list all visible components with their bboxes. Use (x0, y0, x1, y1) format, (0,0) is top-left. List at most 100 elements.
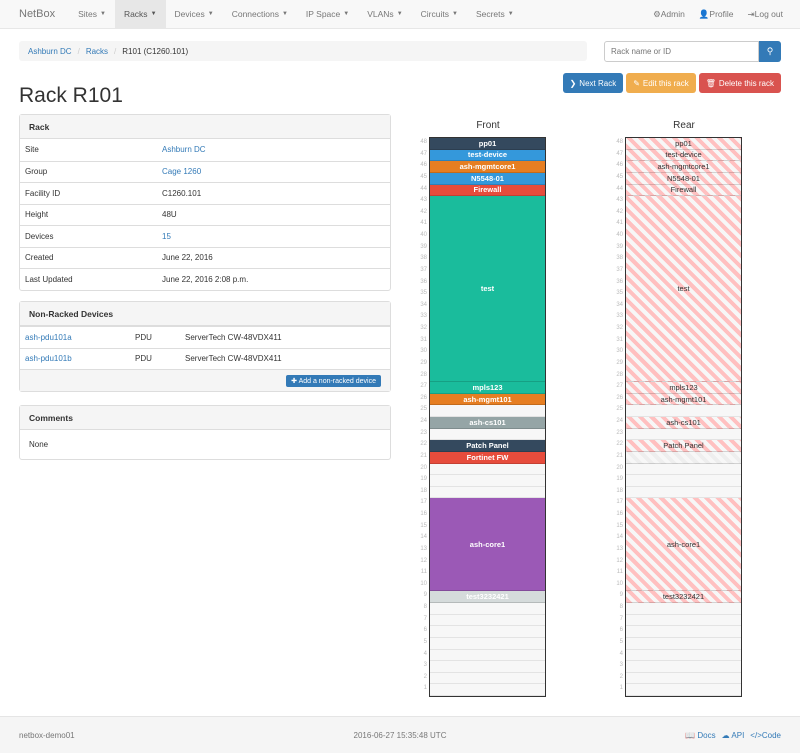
attr-key: Last Updated (25, 274, 73, 284)
device-role: PDU (135, 354, 152, 364)
rack-unit[interactable] (626, 429, 741, 441)
unit-number: 43 (420, 197, 427, 204)
unit-number: 44 (420, 185, 427, 192)
rack-unit[interactable] (430, 650, 545, 662)
unit-number: 17 (616, 499, 623, 506)
device-link[interactable]: ash-pdu101b (25, 354, 72, 364)
rack-device[interactable]: test3232421 (430, 591, 545, 603)
nav-racks[interactable]: Racks ▼ (114, 0, 166, 29)
rack-device[interactable]: test (430, 196, 545, 383)
unit-number: 15 (616, 522, 623, 529)
code-link[interactable]: </>Code (750, 730, 781, 740)
breadcrumb-site[interactable]: Ashburn DC (28, 46, 72, 56)
rack-device[interactable]: ash-mgmt101 (430, 393, 545, 406)
rack-device[interactable]: test-device (430, 149, 545, 162)
rack-unit[interactable] (430, 638, 545, 650)
search-input[interactable] (604, 41, 759, 62)
breadcrumb-racks[interactable]: Racks (85, 46, 109, 56)
rack-device[interactable]: Fortinet FW (430, 451, 545, 464)
rack-device[interactable]: Firewall (626, 184, 741, 197)
attr-key: Height (25, 210, 49, 220)
rack-device[interactable]: test-device (626, 149, 741, 162)
docs-link[interactable]: 📖 Docs (685, 730, 716, 740)
nav-ip-space[interactable]: IP Space ▼ (297, 0, 358, 29)
rack-device[interactable]: pp01 (626, 138, 741, 150)
rack-device[interactable]: ash-cs101 (430, 417, 545, 429)
rack-unit[interactable] (626, 684, 741, 696)
rack-device[interactable]: ash-mgmtcore1 (626, 161, 741, 173)
nav-vlans[interactable]: VLANs ▼ (358, 0, 411, 29)
rack-unit[interactable] (430, 684, 545, 696)
rack-device[interactable]: test3232421 (626, 591, 741, 603)
comments-heading: Comments (20, 406, 390, 430)
delete-rack-button[interactable]: 🗑 Delete this rack (698, 73, 781, 93)
unit-number: 47 (616, 150, 623, 157)
rack-unit[interactable] (626, 650, 741, 662)
nav-admin[interactable]: ⚙ Admin (646, 0, 692, 29)
nav-circuits[interactable]: Circuits ▼ (412, 0, 467, 29)
nav-sites[interactable]: Sites ▼ (69, 0, 115, 29)
rack-device[interactable]: N5548-01 (626, 172, 741, 185)
attr-value[interactable]: 15 (162, 231, 171, 241)
rack-device[interactable]: ash-core1 (626, 498, 741, 592)
api-link[interactable]: ☁ API (721, 730, 745, 740)
attr-value: June 22, 2016 2:08 p.m. (162, 274, 249, 284)
unit-number: 16 (616, 511, 623, 517)
unit-number: 18 (420, 487, 427, 494)
nav-log-out[interactable]: ⇥ Log out (741, 0, 791, 29)
rack-unit[interactable] (626, 661, 741, 673)
rack-unit[interactable] (626, 638, 741, 650)
rack-device[interactable]: Firewall (430, 184, 545, 197)
device-role: PDU (135, 332, 152, 342)
front-label: Front (476, 120, 500, 131)
rack-unit[interactable] (626, 673, 741, 685)
nav-devices[interactable]: Devices ▼ (166, 0, 223, 29)
rack-unit[interactable] (430, 603, 545, 615)
rack-device[interactable]: N5548-01 (430, 172, 545, 185)
rack-unit[interactable] (626, 615, 741, 627)
rack-unit[interactable] (430, 464, 545, 476)
rack-unit[interactable] (626, 626, 741, 638)
edit-rack-button[interactable]: ✎ Edit this rack (626, 73, 696, 93)
rack-unit[interactable] (626, 487, 741, 499)
rack-device[interactable]: ash-mgmtcore1 (430, 161, 545, 173)
rack-device[interactable]: ash-mgmt101 (626, 393, 741, 406)
rack-unit[interactable] (626, 464, 741, 476)
unit-number: 25 (616, 406, 623, 413)
rack-unit[interactable] (430, 626, 545, 638)
next-rack-button[interactable]: ❯ Next Rack (562, 73, 624, 93)
caret-down-icon: ▼ (451, 11, 458, 17)
rack-unit[interactable] (430, 615, 545, 627)
rack-device[interactable]: mpls123 (626, 382, 741, 394)
nav-label: Admin (660, 9, 685, 19)
attr-value[interactable]: Ashburn DC (162, 145, 206, 155)
rack-device[interactable]: Patch Panel (430, 440, 545, 452)
footer: netbox-demo01 2016-06-27 15:35:48 UTC 📖 … (0, 716, 800, 753)
unit-number: 40 (616, 232, 623, 238)
rack-device[interactable]: Patch Panel (626, 440, 741, 452)
rack-unit[interactable] (626, 603, 741, 615)
rack-unit[interactable] (430, 673, 545, 685)
rack-unit[interactable] (626, 475, 741, 487)
caret-down-icon: ▼ (99, 11, 106, 17)
rack-unit[interactable] (626, 405, 741, 417)
rack-device[interactable]: ash-cs101 (626, 417, 741, 429)
brand-logo[interactable]: NetBox (19, 8, 56, 20)
rack-unit[interactable] (430, 475, 545, 487)
rack-device[interactable]: test (626, 196, 741, 383)
rack-device[interactable]: pp01 (430, 138, 545, 150)
nav-secrets[interactable]: Secrets ▼ (467, 0, 523, 29)
rack-unit[interactable] (430, 661, 545, 673)
nav-profile[interactable]: 👤 Profile (692, 0, 741, 29)
rack-device[interactable]: ash-core1 (430, 498, 545, 592)
add-non-racked-button[interactable]: ✚ Add a non-racked device (286, 374, 381, 387)
rack-unit[interactable] (430, 405, 545, 417)
device-link[interactable]: ash-pdu101a (25, 332, 72, 342)
nav-connections[interactable]: Connections ▼ (223, 0, 297, 29)
rack-unit[interactable] (430, 487, 545, 499)
attr-value[interactable]: Cage 1260 (162, 167, 202, 177)
unit-number: 12 (420, 557, 427, 564)
search-button[interactable]: ⚲ (759, 41, 781, 62)
rack-device[interactable]: mpls123 (430, 382, 545, 394)
rack-unit[interactable] (430, 429, 545, 441)
